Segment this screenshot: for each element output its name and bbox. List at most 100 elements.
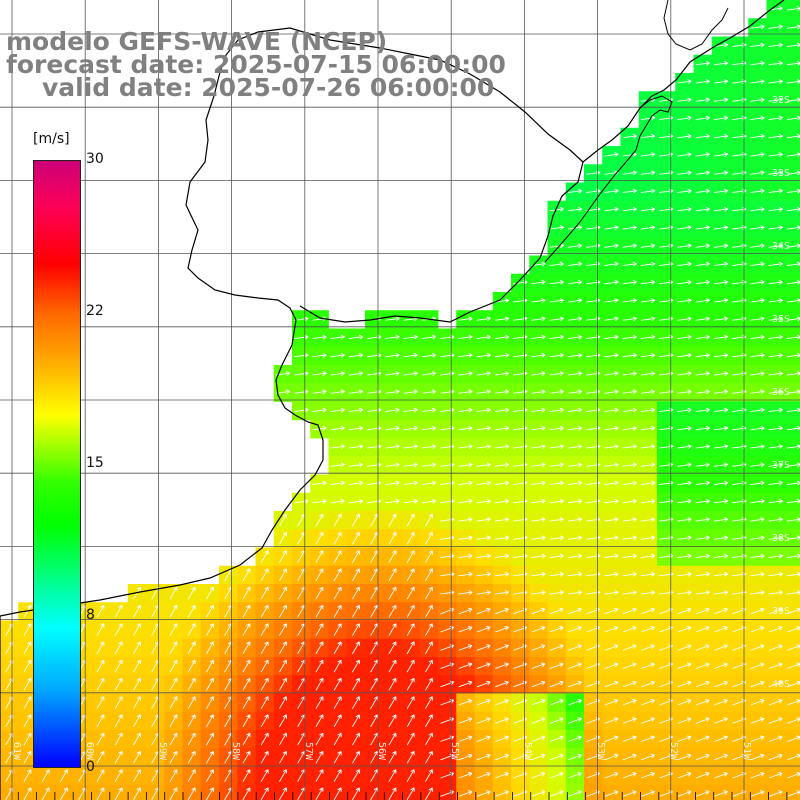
wind-arrow <box>641 607 655 615</box>
wind-arrow <box>768 152 783 158</box>
wind-arrow <box>786 571 800 577</box>
wind-arrow <box>695 699 710 706</box>
wind-arrow <box>425 513 433 527</box>
wind-arrow <box>406 677 415 691</box>
wind-arrow <box>388 714 397 728</box>
wind-arrow <box>133 641 141 655</box>
wind-arrow <box>750 480 765 486</box>
wind-arrow <box>403 498 418 504</box>
wind-arrow <box>549 607 564 615</box>
wind-arrow <box>403 371 418 377</box>
wind-arrow <box>640 188 656 194</box>
wind-arrow <box>695 206 710 212</box>
wind-arrow <box>622 680 637 688</box>
wind-arrow <box>385 352 400 358</box>
wind-arrow <box>242 623 251 636</box>
wind-arrow <box>786 152 800 158</box>
lon-label: 58W <box>230 742 241 761</box>
wind-arrow <box>604 735 619 742</box>
wind-arrow <box>604 188 619 194</box>
wind-arrow <box>714 735 728 742</box>
wind-arrow <box>567 298 583 304</box>
wind-arrow <box>622 717 637 724</box>
wind-arrow <box>425 769 433 782</box>
wind-arrow <box>768 790 783 797</box>
wind-arrow <box>169 787 178 800</box>
wind-arrow <box>677 225 692 231</box>
wind-arrow <box>312 480 327 486</box>
wind-arrow <box>312 334 327 340</box>
wind-arrow <box>641 644 655 651</box>
wind-arrow <box>133 604 141 618</box>
wind-arrow <box>750 42 765 48</box>
wind-arrow <box>352 568 360 582</box>
wind-arrow <box>750 298 765 304</box>
wind-arrow <box>768 407 783 413</box>
wind-arrow <box>348 352 364 358</box>
wind-arrow <box>695 680 710 688</box>
wind-arrow <box>495 626 509 633</box>
wind-arrow <box>531 680 546 688</box>
wind-arrow <box>330 462 345 468</box>
wind-arrow <box>786 97 800 103</box>
wind-arrow <box>187 586 196 600</box>
wind-arrow <box>695 298 710 304</box>
wind-arrow <box>333 677 342 691</box>
wind-arrow <box>476 717 491 724</box>
wind-arrow <box>476 662 491 669</box>
wind-arrow <box>714 626 728 633</box>
wind-arrow <box>750 571 765 577</box>
wind-arrow <box>695 662 710 669</box>
wind-arrow <box>333 714 342 728</box>
wind-arrow <box>640 571 656 577</box>
wind-arrow <box>187 604 196 618</box>
wind-arrow <box>549 389 564 395</box>
wind-arrow <box>260 732 269 746</box>
lon-label: 52W <box>668 742 679 761</box>
lat-label: 37S <box>772 460 791 471</box>
wind-cell <box>438 784 457 800</box>
wind-cell <box>419 784 439 800</box>
wind-arrow <box>333 604 342 618</box>
wind-arrow <box>206 696 214 709</box>
wind-arrow <box>406 787 415 800</box>
wind-arrow <box>786 42 800 48</box>
wind-arrow <box>476 553 491 559</box>
wind-arrow <box>622 571 637 577</box>
wind-arrow <box>750 607 765 615</box>
wind-arrow <box>695 188 710 194</box>
wind-arrow <box>425 750 433 764</box>
wind-arrow <box>768 571 783 577</box>
wind-cell <box>237 784 256 800</box>
wind-arrow <box>352 659 360 673</box>
wind-arrow <box>458 316 473 322</box>
wind-arrow <box>315 604 324 618</box>
wind-arrow <box>425 659 433 673</box>
wind-arrow <box>640 279 656 285</box>
wind-arrow <box>568 699 582 706</box>
wind-arrow <box>458 571 473 577</box>
wind-arrow <box>279 659 287 673</box>
wind-arrow <box>260 750 269 764</box>
lon-label: 51W <box>741 742 752 761</box>
wind-arrow <box>695 571 710 577</box>
wind-arrow <box>750 444 765 450</box>
wind-arrow <box>348 462 364 468</box>
wind-arrow <box>713 571 729 577</box>
wind-arrow <box>187 732 196 746</box>
wind-arrow <box>206 732 214 746</box>
wind-arrow <box>677 389 692 395</box>
wind-arrow <box>695 389 710 395</box>
wind-arrow <box>60 787 68 800</box>
wind-arrow <box>458 590 473 596</box>
wind-arrow <box>549 480 564 486</box>
wind-arrow <box>458 753 473 761</box>
wind-arrow <box>352 787 360 800</box>
wind-arrow <box>677 517 692 523</box>
wind-arrow <box>494 371 510 377</box>
wind-arrow <box>476 334 491 340</box>
wind-arrow <box>786 79 800 85</box>
wind-arrow <box>458 735 473 742</box>
wind-cell <box>675 784 694 800</box>
wind-arrow <box>476 517 491 523</box>
